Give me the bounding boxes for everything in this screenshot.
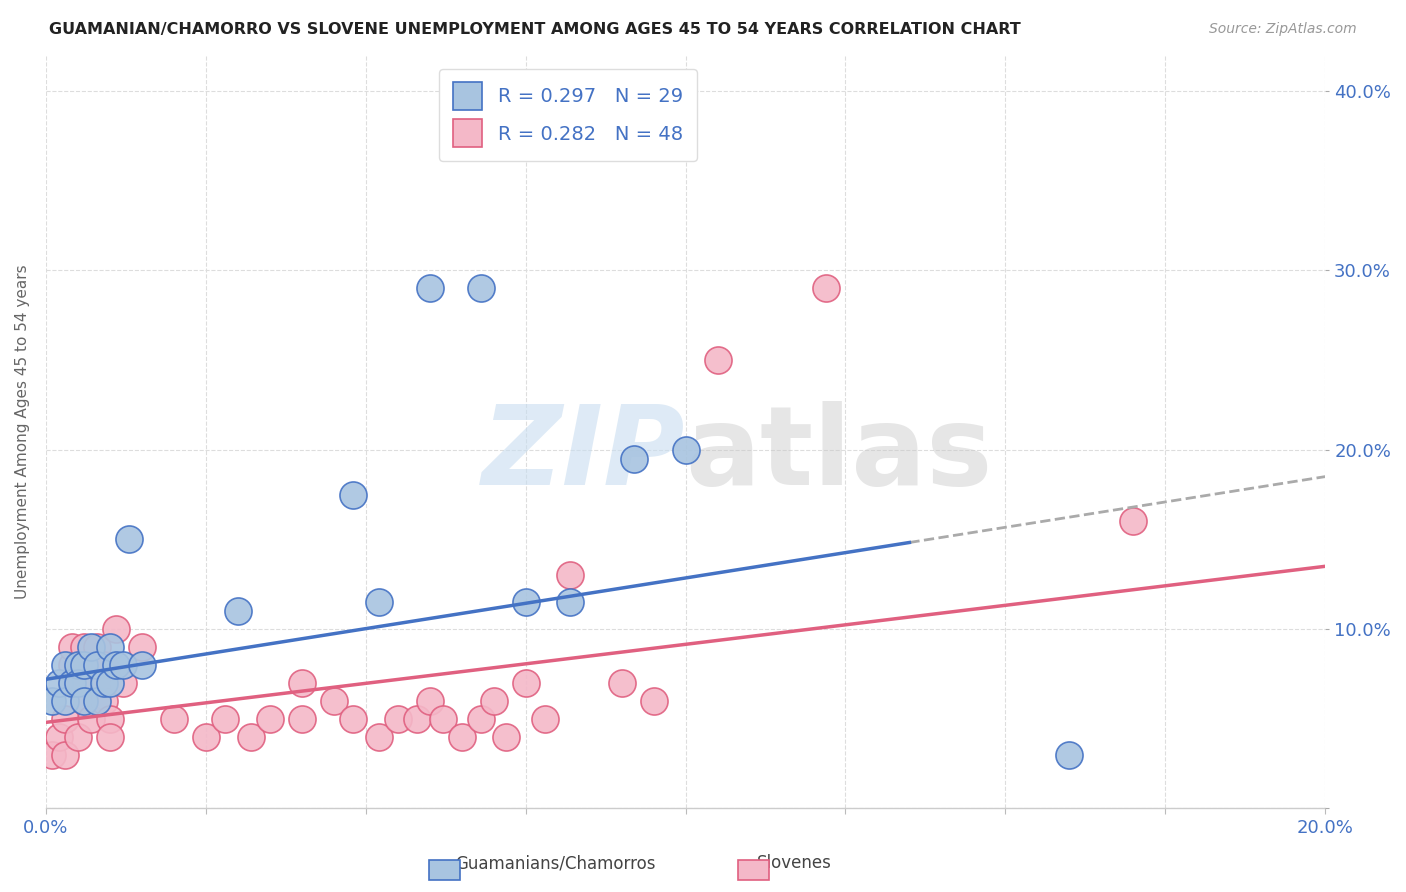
Point bbox=[48, 730, 70, 744]
Point bbox=[105, 622, 128, 636]
Point bbox=[66, 657, 89, 672]
Point bbox=[367, 595, 389, 609]
Point bbox=[73, 694, 96, 708]
Point bbox=[291, 712, 314, 726]
Point bbox=[1059, 747, 1081, 762]
Point bbox=[342, 487, 364, 501]
Point bbox=[80, 640, 103, 654]
Point bbox=[214, 712, 236, 726]
Point bbox=[53, 694, 76, 708]
Point bbox=[86, 657, 108, 672]
Point bbox=[406, 712, 429, 726]
Y-axis label: Unemployment Among Ages 45 to 54 years: Unemployment Among Ages 45 to 54 years bbox=[15, 265, 30, 599]
Point bbox=[86, 640, 108, 654]
Point bbox=[66, 676, 89, 690]
Point bbox=[73, 657, 96, 672]
Point bbox=[322, 694, 344, 708]
Point bbox=[98, 676, 121, 690]
Point bbox=[163, 712, 186, 726]
Point bbox=[48, 676, 70, 690]
Point bbox=[105, 657, 128, 672]
Point bbox=[60, 676, 83, 690]
Point bbox=[53, 747, 76, 762]
Point bbox=[93, 694, 115, 708]
Point bbox=[60, 657, 83, 672]
Text: Source: ZipAtlas.com: Source: ZipAtlas.com bbox=[1209, 22, 1357, 37]
Point bbox=[73, 640, 96, 654]
Point bbox=[93, 676, 115, 690]
Point bbox=[66, 730, 89, 744]
Point bbox=[259, 712, 281, 726]
Point bbox=[131, 640, 153, 654]
Point bbox=[387, 712, 409, 726]
Point bbox=[534, 712, 557, 726]
Point bbox=[643, 694, 665, 708]
Point bbox=[111, 657, 134, 672]
Point bbox=[515, 595, 537, 609]
Text: GUAMANIAN/CHAMORRO VS SLOVENE UNEMPLOYMENT AMONG AGES 45 TO 54 YEARS CORRELATION: GUAMANIAN/CHAMORRO VS SLOVENE UNEMPLOYME… bbox=[49, 22, 1021, 37]
Point bbox=[470, 281, 492, 295]
Point bbox=[239, 730, 262, 744]
Text: Slovenes: Slovenes bbox=[756, 855, 832, 872]
Point bbox=[291, 676, 314, 690]
Point bbox=[60, 676, 83, 690]
Point bbox=[226, 604, 249, 618]
Point bbox=[80, 657, 103, 672]
Point bbox=[610, 676, 633, 690]
Point bbox=[560, 595, 582, 609]
Point bbox=[98, 712, 121, 726]
Text: atlas: atlas bbox=[686, 401, 993, 508]
Point bbox=[194, 730, 217, 744]
Point bbox=[419, 694, 441, 708]
Point bbox=[98, 730, 121, 744]
Point bbox=[60, 640, 83, 654]
Point bbox=[73, 694, 96, 708]
Point bbox=[342, 712, 364, 726]
Point bbox=[470, 712, 492, 726]
Point bbox=[111, 676, 134, 690]
Point bbox=[560, 568, 582, 582]
Point bbox=[86, 676, 108, 690]
Text: Guamanians/Chamorros: Guamanians/Chamorros bbox=[456, 855, 655, 872]
Point bbox=[86, 694, 108, 708]
Point bbox=[66, 657, 89, 672]
Point bbox=[53, 712, 76, 726]
Point bbox=[41, 747, 63, 762]
Point bbox=[1122, 515, 1144, 529]
Point bbox=[80, 712, 103, 726]
Point bbox=[118, 533, 141, 547]
Point bbox=[131, 657, 153, 672]
Point bbox=[450, 730, 472, 744]
Point bbox=[623, 451, 645, 466]
Legend: R = 0.297   N = 29, R = 0.282   N = 48: R = 0.297 N = 29, R = 0.282 N = 48 bbox=[440, 69, 696, 161]
Point bbox=[675, 442, 697, 457]
Point bbox=[432, 712, 454, 726]
Point bbox=[53, 657, 76, 672]
Point bbox=[495, 730, 517, 744]
Point bbox=[482, 694, 505, 708]
Point bbox=[515, 676, 537, 690]
Point bbox=[93, 657, 115, 672]
Point bbox=[41, 694, 63, 708]
Point bbox=[706, 353, 728, 368]
Point bbox=[367, 730, 389, 744]
Point bbox=[419, 281, 441, 295]
Point bbox=[815, 281, 838, 295]
Text: ZIP: ZIP bbox=[482, 401, 686, 508]
Point bbox=[98, 640, 121, 654]
